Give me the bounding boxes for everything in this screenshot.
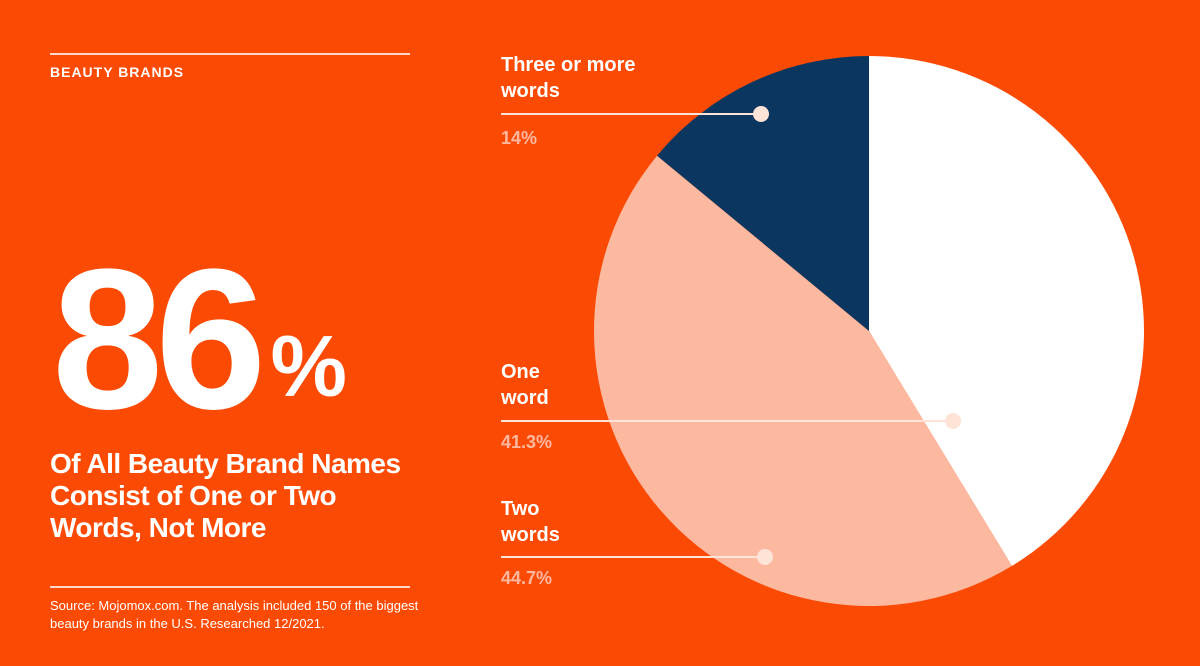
pie-slice-three-or-more-words bbox=[657, 56, 869, 331]
pie-slice-two-words bbox=[594, 155, 1012, 606]
bottom-divider bbox=[50, 586, 410, 588]
label-one-line1: One bbox=[501, 361, 540, 383]
hero-headline: Of All Beauty Brand Names Consist of One… bbox=[50, 448, 401, 544]
hero-number: 86 bbox=[52, 228, 266, 451]
leader-two-words-dot bbox=[757, 549, 773, 565]
label-one-word: One word bbox=[501, 359, 701, 411]
label-three-line1: Three or more bbox=[501, 54, 636, 76]
label-two-words: Two words bbox=[501, 496, 701, 548]
value-three-or-more-words: 14% bbox=[501, 128, 538, 148]
label-two-line2: words bbox=[501, 524, 560, 546]
section-eyebrow: BEAUTY BRANDS bbox=[50, 64, 185, 80]
leader-three-or-more-words-dot bbox=[753, 106, 769, 122]
label-three-or-more-words: Three or more words bbox=[501, 52, 701, 104]
top-divider bbox=[50, 53, 410, 55]
value-two-words: 44.7% bbox=[501, 568, 553, 588]
pie-slice-one-word bbox=[869, 56, 1144, 566]
label-one-line2: word bbox=[501, 387, 549, 409]
leader-one-word-dot bbox=[945, 413, 961, 429]
label-two-line1: Two bbox=[501, 498, 540, 520]
hero-percent-sign: % bbox=[270, 319, 347, 415]
value-one-word: 41.3% bbox=[501, 432, 553, 452]
label-three-line2: words bbox=[501, 80, 560, 102]
source-note: Source: Mojomox.com. The analysis includ… bbox=[50, 598, 419, 632]
hero-stat: 86 % bbox=[52, 240, 347, 440]
